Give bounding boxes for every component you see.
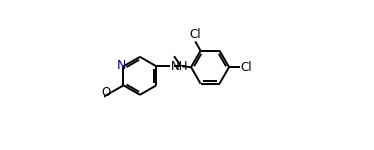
Text: Cl: Cl: [189, 28, 200, 41]
Text: NH: NH: [171, 60, 188, 73]
Text: N: N: [116, 58, 126, 72]
Text: O: O: [101, 86, 110, 99]
Text: Cl: Cl: [240, 61, 252, 74]
